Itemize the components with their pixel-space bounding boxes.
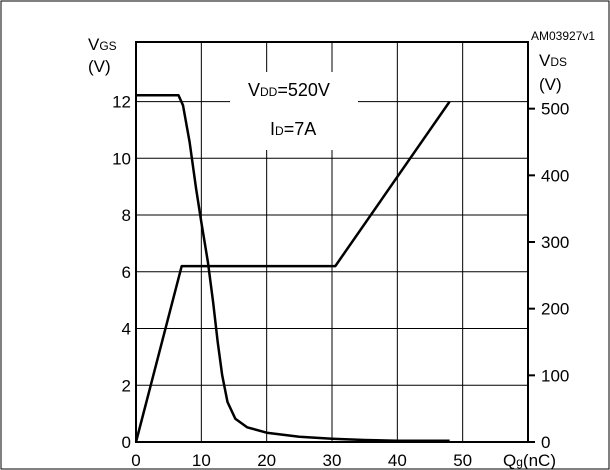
x-tick-label: 20 xyxy=(257,451,276,470)
grid-lines xyxy=(136,42,528,442)
y-left-axis-unit: (V) xyxy=(88,57,111,76)
annotation-background xyxy=(230,72,358,150)
y-right-tick-label: 500 xyxy=(541,100,569,119)
y-left-tick-label: 10 xyxy=(112,149,131,168)
vdd-annotation: VDD=520V xyxy=(248,80,330,100)
y-left-tick-label: 0 xyxy=(122,433,131,452)
id-annotation: ID=7A xyxy=(270,119,316,139)
data-series xyxy=(134,94,451,443)
y-left-tick-label: 4 xyxy=(122,320,131,339)
chart-id-label: AM03927v1 xyxy=(531,29,595,43)
series-line-2 xyxy=(136,94,450,442)
y-left-tick-label: 6 xyxy=(122,263,131,282)
x-tick-label: 50 xyxy=(453,451,472,470)
y-left-tick-label: 2 xyxy=(122,376,131,395)
y-right-tick-label: 100 xyxy=(541,366,569,385)
y-right-tick-label: 300 xyxy=(541,233,569,252)
x-axis-title: Qg(nC) xyxy=(503,451,556,470)
y-left-tick-label: 12 xyxy=(112,93,131,112)
y-left-tick-label: 8 xyxy=(122,206,131,225)
y-right-tick-label: 200 xyxy=(541,300,569,319)
x-tick-label: 0 xyxy=(131,451,140,470)
y-right-tick-label: 400 xyxy=(541,166,569,185)
x-tick-label: 30 xyxy=(323,451,342,470)
y-right-axis-title: VDS xyxy=(539,51,567,70)
x-tick-label: 40 xyxy=(388,451,407,470)
y-right-tick-label: 0 xyxy=(541,433,550,452)
y-right-axis-unit: (V) xyxy=(539,75,562,94)
series-line-1 xyxy=(134,100,451,443)
y-left-axis-title: VGS xyxy=(88,35,117,54)
x-tick-label: 10 xyxy=(192,451,211,470)
